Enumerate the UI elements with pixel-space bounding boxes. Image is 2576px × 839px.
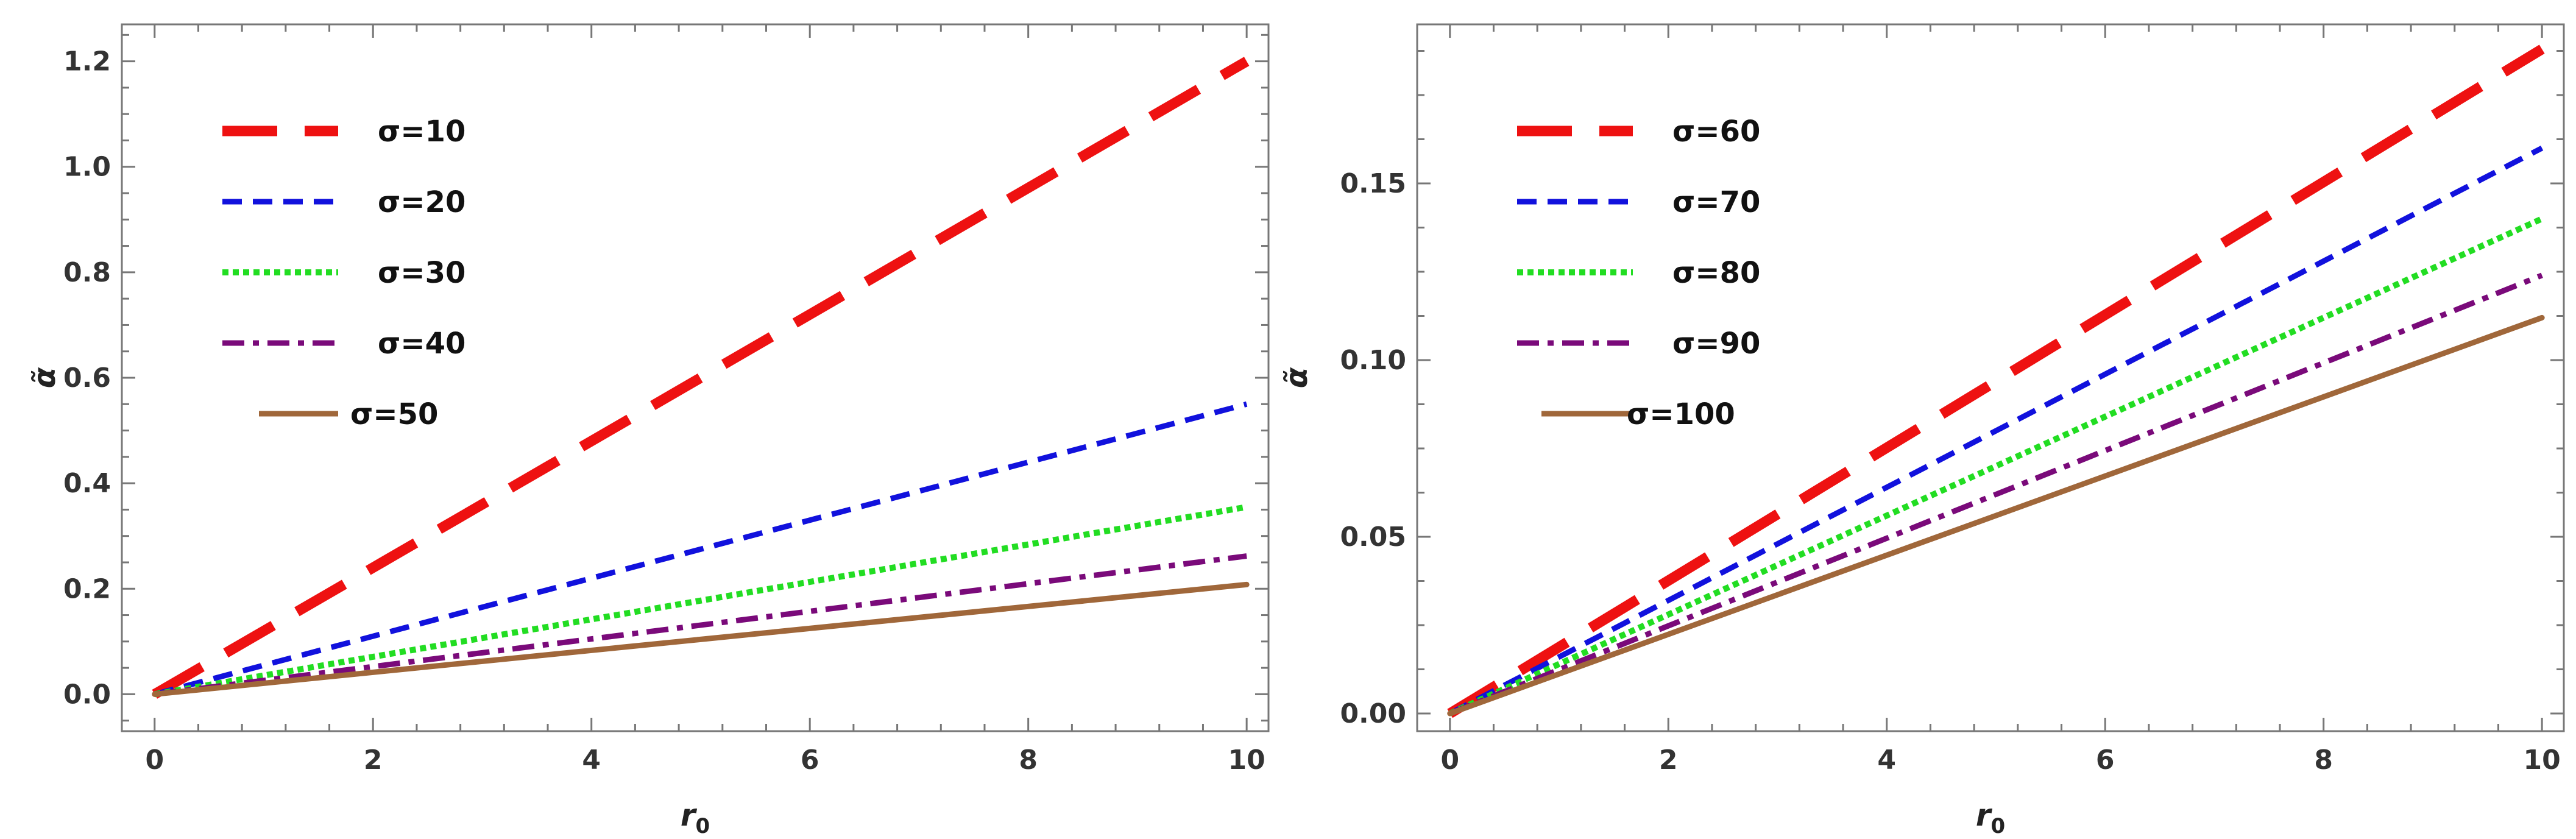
series-line-2: [154, 401, 1248, 697]
y-tick-label: 0.05: [1340, 522, 1406, 553]
x-axis-title: r0: [1976, 798, 2005, 838]
y-axis-title: α̃: [1279, 367, 1314, 388]
y-tick-label: 1.2: [63, 46, 111, 77]
legend-label-4: σ=90: [1672, 327, 1760, 361]
series-line-4: [154, 553, 1247, 697]
x-tick-label: 0: [1440, 745, 1459, 776]
series-line-3: [154, 504, 1247, 698]
series-line-1: [1447, 44, 2545, 718]
y-tick-label: 0.8: [63, 257, 111, 288]
x-tick-label: 2: [364, 745, 383, 776]
series-line-1: [152, 57, 1250, 699]
y-tick-label: 0.4: [63, 468, 111, 499]
legend-label-5: σ=100: [1627, 397, 1735, 431]
x-tick-label: 4: [582, 745, 601, 776]
y-tick-label: 0.6: [63, 363, 111, 394]
legend-label-5: σ=50: [350, 397, 438, 431]
series-line-2: [1448, 146, 2544, 716]
y-axis-title: α̃: [27, 367, 62, 388]
x-axis-title: r0: [681, 798, 710, 838]
x-tick-label: 8: [1019, 745, 1038, 776]
y-tick-label: 0.15: [1340, 168, 1406, 199]
series-line-3: [1448, 216, 2544, 717]
series-line-5: [152, 581, 1250, 697]
y-tick-label: 0.0: [63, 679, 111, 710]
x-tick-label: 10: [2524, 745, 2561, 776]
series-line-4: [1449, 272, 2543, 717]
x-tick-label: 10: [1228, 745, 1265, 776]
x-tick-label: 6: [2096, 745, 2115, 776]
legend-label-2: σ=70: [1672, 185, 1760, 219]
y-tick-label: 0.00: [1340, 698, 1406, 729]
legend-label-3: σ=30: [378, 256, 465, 290]
y-tick-label: 1.0: [63, 152, 111, 183]
plot-frame: [1416, 23, 2565, 732]
y-tick-label: 0.2: [63, 573, 111, 604]
legend-label-3: σ=80: [1672, 256, 1760, 290]
legend-label-4: σ=40: [378, 327, 465, 361]
legend-label-1: σ=10: [378, 115, 465, 149]
chart-panel-2: 0 2 4 6 8 10 0.00 0.05 0.10 0.15 r0 α̃ σ=60 σ=70 σ=80 σ…: [1279, 23, 2565, 838]
chart-panel-1: 0 2 4 6 8 10 0.0 0.2 0.4 0.6 0.8 1.0 1.2 r0 α̃ σ=10 σ=20…: [27, 23, 1270, 838]
x-tick-label: 0: [145, 745, 164, 776]
y-tick-label: 0.10: [1340, 345, 1406, 376]
x-tick-label: 4: [1877, 745, 1896, 776]
series-line-5: [1447, 314, 2545, 717]
x-tick-label: 6: [801, 745, 819, 776]
x-tick-label: 2: [1659, 745, 1678, 776]
x-tick-label: 8: [2314, 745, 2333, 776]
legend-label-1: σ=60: [1672, 115, 1760, 149]
legend-label-2: σ=20: [378, 185, 465, 219]
